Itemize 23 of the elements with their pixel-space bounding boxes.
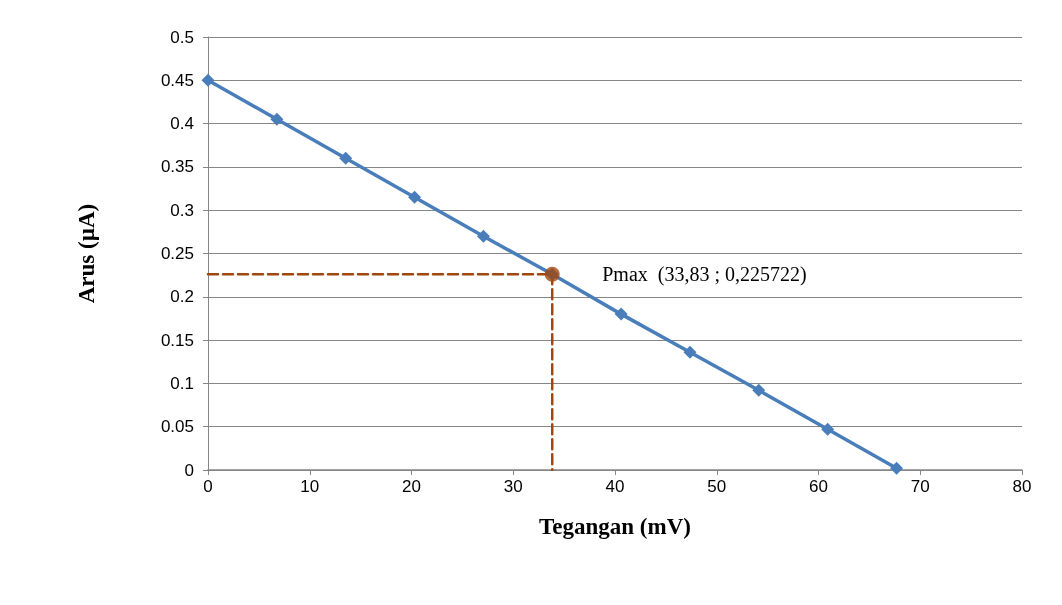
y-tick-label: 0.1 bbox=[170, 373, 194, 393]
x-tick-label: 60 bbox=[809, 477, 828, 496]
y-tick-label: 0 bbox=[184, 460, 194, 480]
y-tick-label: 0.2 bbox=[170, 287, 194, 307]
x-tick-label: 20 bbox=[402, 477, 421, 496]
y-tick-label: 0.4 bbox=[170, 114, 194, 134]
annotation: Pmax (33,83 ; 0,225722) bbox=[602, 263, 807, 287]
x-tick-label: 50 bbox=[707, 477, 727, 496]
x-tick-label: 10 bbox=[300, 477, 320, 496]
x-tick-label: 70 bbox=[910, 477, 930, 496]
x-tick-label: 30 bbox=[503, 477, 523, 496]
y-tick-label: 0.05 bbox=[160, 417, 194, 437]
y-tick-label: 0.25 bbox=[160, 244, 194, 263]
y-tick-label: 0.45 bbox=[160, 70, 194, 90]
x-axis-title: Tegangan (mV) bbox=[539, 514, 691, 539]
x-tick-label: 80 bbox=[1012, 477, 1032, 496]
y-tick-label: 0.5 bbox=[170, 27, 194, 47]
y-tick-label: 0.3 bbox=[170, 200, 194, 220]
x-tick-label: 40 bbox=[605, 477, 625, 496]
y-axis-title: Arus (µA) bbox=[74, 203, 99, 304]
y-tick-label: 0.35 bbox=[160, 157, 194, 177]
y-tick-label: 0.15 bbox=[160, 330, 194, 350]
x-tick-label: 0 bbox=[203, 477, 213, 496]
